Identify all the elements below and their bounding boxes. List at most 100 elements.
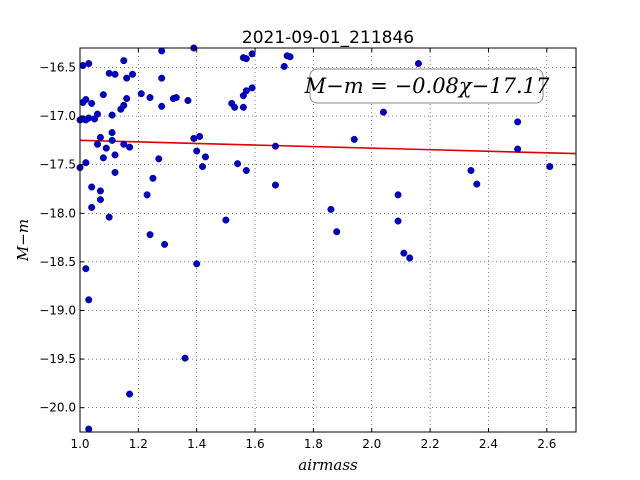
data-point	[94, 110, 102, 118]
data-point	[473, 180, 481, 188]
x-axis-ticks: 1.0 1.2 1.4 1.6 1.8 2.0 2.2 2.4 2.6	[70, 48, 556, 451]
data-point	[248, 84, 256, 92]
data-point	[143, 191, 151, 199]
data-point	[271, 142, 279, 150]
data-point	[105, 69, 113, 77]
data-point	[467, 166, 475, 174]
data-point	[120, 57, 128, 65]
y-tick-label: −19.5	[39, 352, 76, 366]
data-point	[96, 196, 104, 204]
data-point	[414, 60, 422, 68]
fit-equation: M−m = −0.08χ−17.17	[304, 74, 550, 98]
data-point	[181, 354, 189, 362]
fit-line	[79, 139, 577, 155]
data-point	[108, 136, 116, 144]
data-point	[120, 140, 128, 148]
x-tick-label: 1.6	[246, 437, 265, 451]
data-point	[102, 144, 110, 152]
data-point	[242, 166, 250, 174]
data-point	[99, 91, 107, 99]
data-point	[85, 296, 93, 304]
data-point	[82, 96, 90, 104]
data-point	[172, 94, 180, 102]
data-point	[158, 74, 166, 82]
x-tick-label: 2.4	[479, 437, 498, 451]
data-point	[271, 181, 279, 189]
data-point	[248, 50, 256, 58]
data-point	[514, 118, 522, 126]
data-point	[123, 74, 131, 82]
data-point	[111, 70, 119, 78]
data-point	[239, 103, 247, 111]
data-point	[193, 147, 201, 155]
data-point	[82, 159, 90, 167]
data-point	[85, 425, 93, 433]
y-tick-label: −18.0	[39, 206, 76, 220]
chart-title: 2021-09-01_211846	[242, 28, 414, 48]
data-point	[158, 102, 166, 110]
data-point	[546, 163, 554, 171]
data-point	[184, 96, 192, 104]
y-axis-ticks: −16.5 −17.0 −17.5 −18.0 −18.5 −19.0 −19.5 −20.0	[39, 60, 576, 415]
data-point	[514, 145, 522, 153]
x-tick-label: 2.2	[421, 437, 440, 451]
data-point	[85, 114, 93, 122]
data-point	[105, 213, 113, 221]
y-tick-label: −20.0	[39, 401, 76, 415]
plot-frame	[79, 47, 577, 433]
data-point	[96, 133, 104, 141]
data-point	[222, 216, 230, 224]
data-point	[146, 231, 154, 239]
data-point	[126, 390, 134, 398]
data-point	[85, 60, 93, 68]
data-point	[158, 47, 166, 55]
data-point	[111, 151, 119, 159]
data-point	[108, 111, 116, 119]
y-tick-label: −18.5	[39, 255, 76, 269]
data-point	[199, 163, 207, 171]
y-tick-label: −19.0	[39, 303, 76, 317]
equation-box-frame	[309, 68, 544, 104]
data-point	[88, 99, 96, 107]
data-point	[231, 103, 239, 111]
x-tick-label: 1.8	[304, 437, 323, 451]
data-point	[96, 187, 104, 195]
data-point	[146, 94, 154, 102]
data-point	[196, 132, 204, 140]
x-tick-label: 2.6	[537, 437, 556, 451]
x-tick-label: 1.0	[70, 437, 89, 451]
data-point	[161, 240, 169, 248]
x-tick-label: 1.2	[129, 437, 148, 451]
data-point	[190, 134, 198, 142]
y-tick-label: −16.5	[39, 60, 76, 74]
x-tick-label: 2.0	[362, 437, 381, 451]
data-point	[242, 87, 250, 95]
data-point	[120, 101, 128, 109]
data-point	[155, 155, 163, 163]
data-point	[286, 53, 294, 61]
data-point	[149, 174, 157, 182]
data-point	[394, 191, 402, 199]
data-point	[82, 265, 90, 273]
data-point	[193, 260, 201, 268]
data-point	[406, 254, 414, 262]
y-tick-label: −17.5	[39, 158, 76, 172]
data-point	[126, 143, 134, 151]
grid-lines	[79, 48, 576, 432]
data-point	[137, 90, 145, 98]
data-point	[88, 183, 96, 191]
y-tick-label: −17.0	[39, 109, 76, 123]
data-point	[94, 140, 102, 148]
data-point	[129, 70, 137, 78]
fit-line-layer	[79, 139, 577, 155]
data-point	[123, 95, 131, 103]
data-point	[108, 129, 116, 137]
data-point	[111, 168, 119, 176]
data-point	[280, 62, 288, 70]
data-point	[234, 160, 242, 168]
data-point	[394, 217, 402, 225]
fit-equation-box: M−m = −0.08χ−17.17	[304, 68, 550, 104]
data-point	[88, 203, 96, 211]
x-axis-label: airmass	[298, 456, 358, 474]
